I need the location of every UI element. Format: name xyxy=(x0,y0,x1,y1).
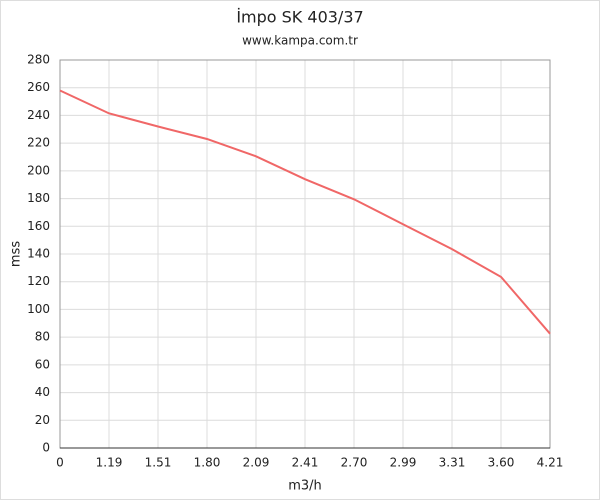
y-tick-label: 20 xyxy=(35,413,50,427)
y-tick-label: 0 xyxy=(42,441,50,455)
x-tick-label: 2.70 xyxy=(341,456,368,470)
x-tick-label: 1.80 xyxy=(194,456,221,470)
x-tick-label: 4.21 xyxy=(537,456,564,470)
x-tick-label: 3.60 xyxy=(488,456,515,470)
x-tick-label: 0 xyxy=(56,456,64,470)
x-tick-label: 2.09 xyxy=(243,456,270,470)
line xyxy=(59,89,551,335)
y-tick-label: 160 xyxy=(27,219,50,233)
y-tick-label: 240 xyxy=(27,108,50,122)
x-tick-label: 1.19 xyxy=(96,456,123,470)
chart-title: İmpo SK 403/37 xyxy=(236,8,363,27)
x-tick-label: 2.41 xyxy=(292,456,319,470)
y-tick-label: 140 xyxy=(27,247,50,261)
x-tick-label: 2.99 xyxy=(390,456,417,470)
y-tick-label: 80 xyxy=(35,330,50,344)
x-tick-label: 1.51 xyxy=(145,456,172,470)
x-axis-label: m3/h xyxy=(288,479,322,494)
y-tick-label: 120 xyxy=(27,274,50,288)
y-tick-label: 40 xyxy=(35,385,50,399)
y-tick-label: 60 xyxy=(35,357,50,371)
y-tick-label: 200 xyxy=(27,163,50,177)
y-tick-label: 260 xyxy=(27,80,50,94)
y-tick-label: 280 xyxy=(27,53,50,67)
y-tick-label: 180 xyxy=(27,191,50,205)
y-tick-label: 100 xyxy=(27,302,50,316)
y-tick-label: 220 xyxy=(27,136,50,150)
chart-subtitle: www.kampa.com.tr xyxy=(242,34,358,48)
y-axis-label: mss xyxy=(9,241,24,267)
x-tick-label: 3.31 xyxy=(439,456,466,470)
